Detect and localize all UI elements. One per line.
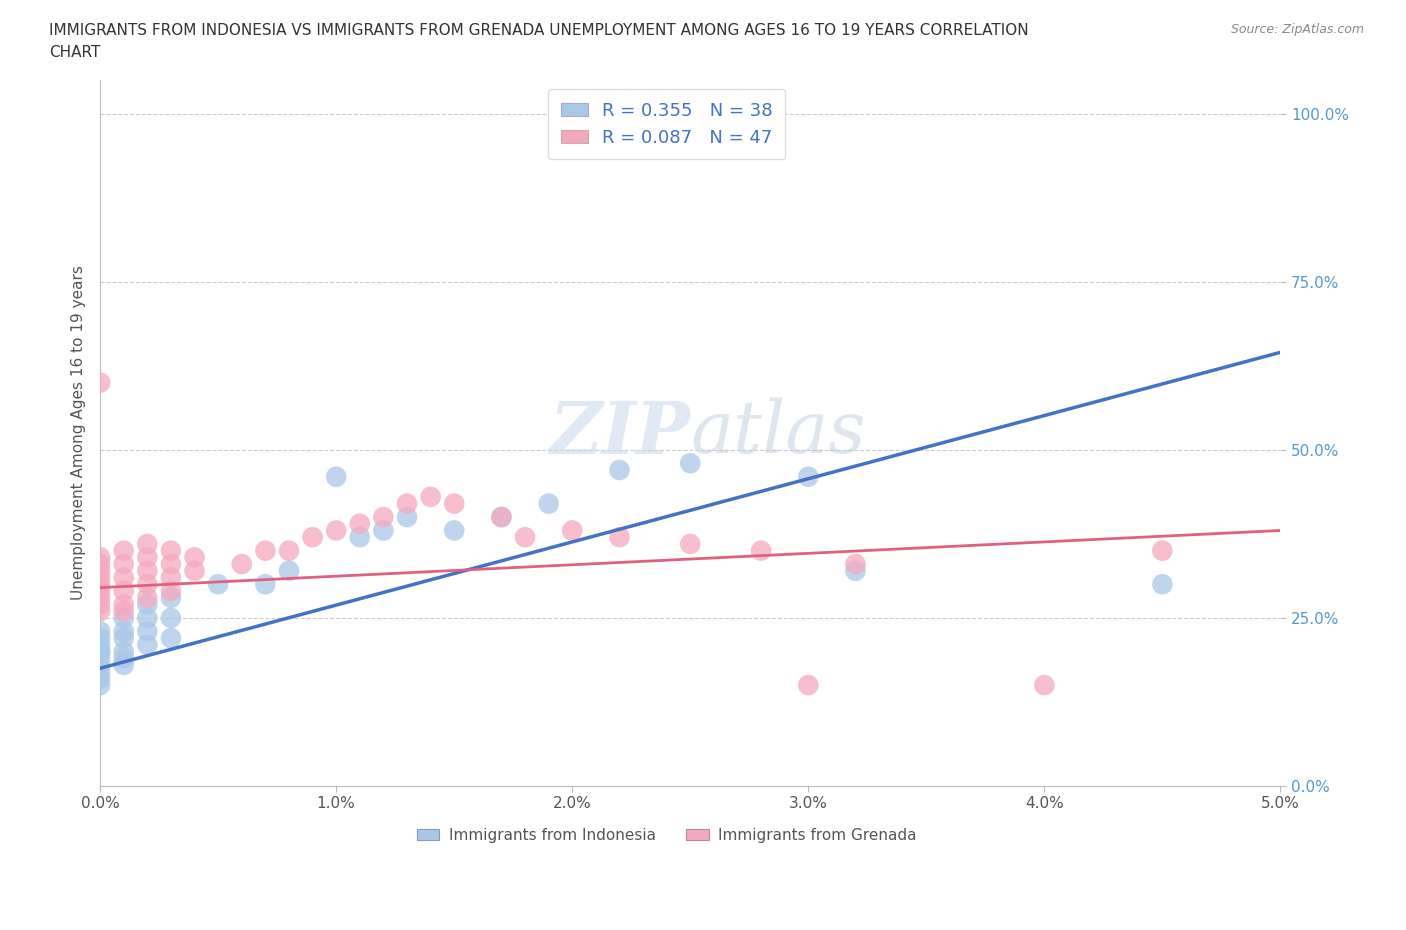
Point [1033,678,1056,693]
Point [89,651,111,666]
Point [349,516,371,531]
Point [254,577,277,591]
Point [160,610,183,625]
Point [254,543,277,558]
Point [278,564,301,578]
Point [160,543,183,558]
Point [89,644,111,659]
Point [89,570,111,585]
Point [89,597,111,612]
Point [112,631,135,645]
Point [89,583,111,598]
Point [373,523,395,538]
Point [89,664,111,679]
Point [749,543,772,558]
Point [609,462,631,477]
Point [419,489,441,504]
Point [183,564,205,578]
Point [112,557,135,572]
Point [1152,543,1174,558]
Point [160,557,183,572]
Point [112,604,135,618]
Text: atlas: atlas [690,398,866,469]
Point [679,537,702,551]
Point [537,497,560,512]
Point [89,644,111,659]
Point [89,577,111,591]
Point [112,597,135,612]
Point [797,470,820,485]
Point [89,671,111,685]
Point [112,624,135,639]
Point [89,624,111,639]
Point [325,523,347,538]
Point [301,530,323,545]
Point [112,570,135,585]
Point [561,523,583,538]
Legend: Immigrants from Indonesia, Immigrants from Grenada: Immigrants from Indonesia, Immigrants fr… [411,821,922,849]
Point [112,610,135,625]
Point [207,577,229,591]
Point [89,557,111,572]
Y-axis label: Unemployment Among Ages 16 to 19 years: Unemployment Among Ages 16 to 19 years [72,266,86,601]
Point [89,375,111,390]
Text: CHART: CHART [49,45,101,60]
Point [112,651,135,666]
Point [136,550,159,565]
Point [491,510,513,525]
Point [112,543,135,558]
Point [89,564,111,578]
Point [136,597,159,612]
Point [443,523,465,538]
Point [349,530,371,545]
Point [844,564,866,578]
Point [89,631,111,645]
Point [136,637,159,652]
Point [89,604,111,618]
Point [844,557,866,572]
Point [89,658,111,672]
Point [136,591,159,605]
Point [136,610,159,625]
Point [797,678,820,693]
Point [491,510,513,525]
Point [136,564,159,578]
Point [325,470,347,485]
Point [183,550,205,565]
Point [112,658,135,672]
Text: IMMIGRANTS FROM INDONESIA VS IMMIGRANTS FROM GRENADA UNEMPLOYMENT AMONG AGES 16 : IMMIGRANTS FROM INDONESIA VS IMMIGRANTS … [49,23,1029,38]
Point [136,537,159,551]
Point [112,583,135,598]
Point [136,624,159,639]
Point [160,583,183,598]
Text: Source: ZipAtlas.com: Source: ZipAtlas.com [1230,23,1364,36]
Point [443,497,465,512]
Point [89,637,111,652]
Point [160,631,183,645]
Point [89,550,111,565]
Point [112,644,135,659]
Point [395,497,418,512]
Text: ZIP: ZIP [550,397,690,469]
Point [609,530,631,545]
Point [278,543,301,558]
Point [231,557,253,572]
Point [136,577,159,591]
Point [160,591,183,605]
Point [1152,577,1174,591]
Point [679,456,702,471]
Point [373,510,395,525]
Point [89,678,111,693]
Point [160,570,183,585]
Point [513,530,536,545]
Point [89,591,111,605]
Point [395,510,418,525]
